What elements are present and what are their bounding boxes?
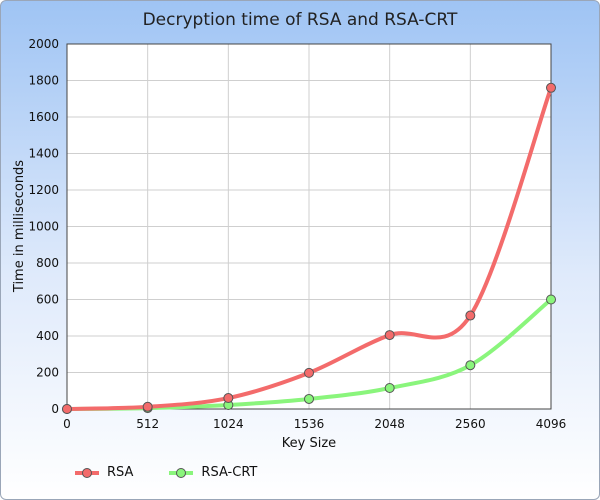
data-point-rsa (384, 330, 395, 341)
y-axis-ticks: 0 200 400 600 800 1000 1200 1400 1600 1800 2000 (28, 37, 59, 416)
legend-label: RSA-CRT (201, 465, 258, 480)
y-tick-label: 0 (51, 402, 59, 416)
data-point-rsa (465, 310, 476, 321)
y-tick-label: 800 (36, 256, 59, 270)
x-axis-ticks: 0 512 1024 1536 2048 2560 4096 (63, 417, 566, 431)
series-line-rsa (65, 85, 553, 411)
x-tick-label: 512 (136, 417, 159, 431)
y-axis-label: Time in milliseconds (12, 160, 27, 293)
y-tick-label: 1800 (28, 74, 59, 88)
y-tick-label: 200 (36, 366, 59, 380)
legend-swatch (75, 467, 99, 479)
data-point-rsa-crt (384, 383, 395, 394)
y-tick-label: 1200 (28, 183, 59, 197)
chart-title: Decryption time of RSA and RSA-CRT (142, 10, 458, 30)
y-tick-label: 1600 (28, 110, 59, 124)
data-point-rsa-crt (465, 360, 476, 371)
legend: RSA RSA-CRT (75, 465, 257, 480)
x-tick-label: 2560 (455, 417, 486, 431)
y-tick-label: 2000 (28, 37, 59, 51)
x-tick-label: 1024 (213, 417, 244, 431)
y-tick-label: 600 (36, 293, 59, 307)
x-tick-label: 2048 (374, 417, 405, 431)
legend-item-rsa-crt: RSA-CRT (169, 465, 257, 480)
legend-label: RSA (107, 465, 134, 480)
legend-item-rsa: RSA (75, 465, 133, 480)
y-tick-label: 1400 (28, 147, 59, 161)
x-tick-label: 1536 (294, 417, 325, 431)
x-tick-label: 4096 (536, 417, 567, 431)
data-point-rsa-crt (304, 393, 314, 404)
data-point-rsa-crt (546, 294, 556, 305)
data-point-rsa (223, 393, 234, 404)
data-point-rsa (62, 404, 72, 414)
grid-lines (66, 43, 552, 410)
legend-swatch (169, 467, 194, 479)
data-point-rsa (142, 401, 153, 412)
y-tick-label: 1000 (28, 220, 59, 234)
data-point-rsa (304, 367, 314, 378)
x-axis-label: Key Size (282, 436, 336, 451)
y-tick-label: 400 (36, 329, 59, 343)
series-layer (62, 82, 556, 414)
data-point-rsa (546, 82, 556, 93)
x-tick-label: 0 (63, 417, 71, 431)
plot-border (66, 43, 552, 410)
